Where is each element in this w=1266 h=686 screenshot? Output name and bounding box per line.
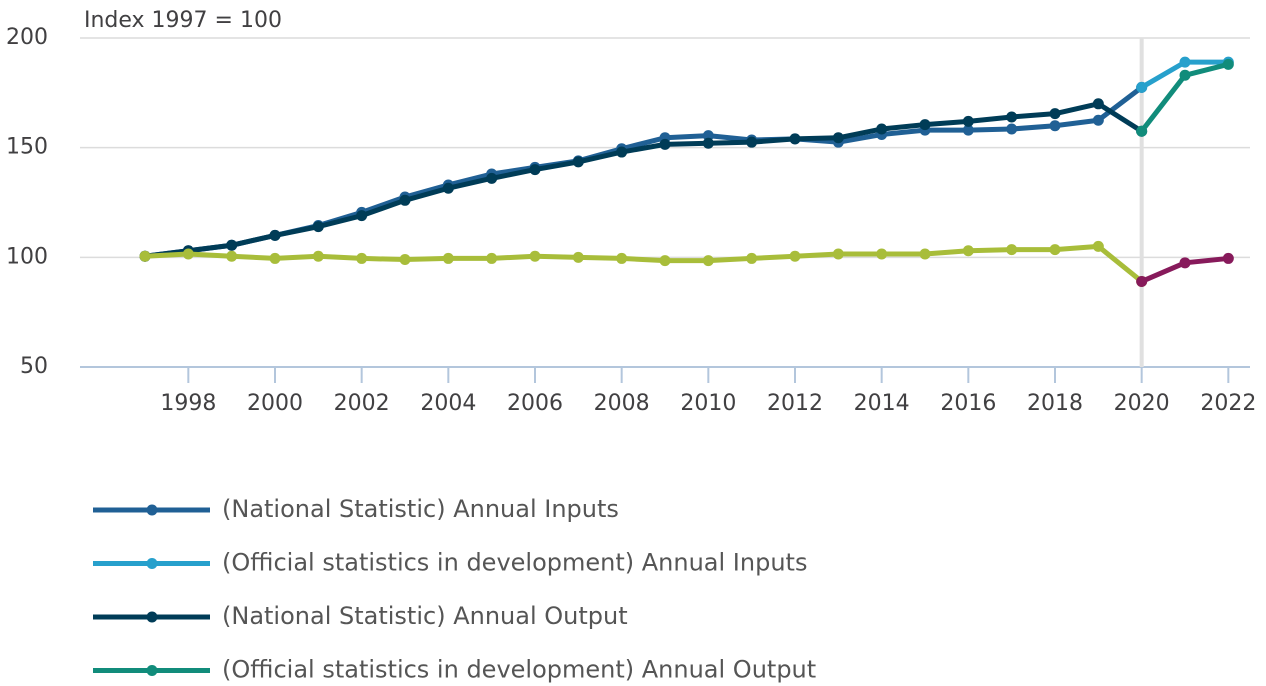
data-point — [616, 252, 628, 264]
legend-dot — [146, 504, 158, 516]
data-point — [572, 251, 584, 263]
data-point — [746, 136, 758, 148]
y-tick-label: 50 — [20, 354, 48, 379]
x-tick-label: 2000 — [247, 391, 303, 416]
y-tick-label: 150 — [6, 135, 48, 160]
legend-label: (National Statistic) Annual Inputs — [222, 495, 619, 523]
data-point — [789, 133, 801, 145]
data-point — [1092, 240, 1104, 252]
data-point — [876, 123, 888, 135]
x-tick-label: 2016 — [940, 391, 996, 416]
data-point — [1179, 69, 1191, 81]
x-tick-label: 2018 — [1027, 391, 1083, 416]
data-point — [1179, 257, 1191, 269]
x-tick-label: 2010 — [680, 391, 736, 416]
legend-label: (National Statistic) Annual Output — [222, 602, 628, 630]
data-point — [1049, 108, 1061, 120]
data-point — [486, 252, 498, 264]
data-point — [442, 252, 454, 264]
data-point — [876, 248, 888, 260]
data-point — [1179, 56, 1191, 68]
data-point — [962, 115, 974, 127]
data-point — [1006, 123, 1018, 135]
x-tick-label: 2002 — [334, 391, 390, 416]
series-line — [144, 243, 1144, 284]
data-point — [529, 164, 541, 176]
data-point — [139, 250, 151, 262]
y-axis-label: Index 1997 = 100 — [84, 8, 282, 33]
x-tick-label: 2020 — [1114, 391, 1170, 416]
data-point — [919, 248, 931, 260]
data-point — [702, 137, 714, 149]
x-tick-label: 2012 — [767, 391, 823, 416]
data-point — [919, 119, 931, 131]
data-point — [1222, 252, 1234, 264]
y-tick-label: 100 — [6, 244, 48, 269]
legend-dot — [146, 611, 158, 623]
data-point — [616, 146, 628, 158]
data-point — [1092, 114, 1104, 126]
series-line — [144, 101, 1144, 259]
data-point — [832, 248, 844, 260]
legend-label: (Official statistics in development) Ann… — [222, 549, 807, 577]
data-point — [399, 194, 411, 206]
data-point — [312, 221, 324, 233]
data-point — [832, 132, 844, 144]
y-tick-label: 200 — [6, 25, 48, 50]
data-point — [226, 239, 238, 251]
x-tick-label: 2014 — [854, 391, 910, 416]
data-point — [399, 254, 411, 266]
data-point — [442, 182, 454, 194]
x-tick-label: 2022 — [1200, 391, 1256, 416]
data-point — [746, 252, 758, 264]
x-tick-label: 2006 — [507, 391, 563, 416]
data-point — [182, 248, 194, 260]
data-point — [269, 229, 281, 241]
x-tick-label: 2008 — [594, 391, 650, 416]
data-point — [1136, 125, 1148, 137]
data-point — [962, 245, 974, 257]
data-point — [486, 172, 498, 184]
data-point — [529, 250, 541, 262]
legend-dot — [146, 558, 158, 569]
legend-label: (Official statistics in development) Ann… — [222, 656, 816, 684]
data-point — [659, 138, 671, 150]
data-point — [226, 250, 238, 262]
data-point — [1092, 98, 1104, 110]
data-point — [356, 210, 368, 222]
data-point — [659, 255, 671, 267]
data-point — [789, 250, 801, 262]
x-tick-label: 1998 — [160, 391, 216, 416]
data-point — [356, 252, 368, 264]
legend-dot — [146, 665, 158, 676]
x-tick-label: 2004 — [420, 391, 476, 416]
data-point — [572, 156, 584, 168]
data-point — [1006, 244, 1018, 256]
data-point — [269, 252, 281, 264]
data-point — [702, 255, 714, 267]
data-point — [1049, 120, 1061, 132]
data-point — [702, 130, 714, 142]
data-point — [1136, 275, 1148, 287]
data-point — [962, 124, 974, 136]
data-point — [312, 250, 324, 262]
data-point — [1222, 58, 1234, 70]
data-point — [1136, 81, 1148, 93]
data-point — [1006, 111, 1018, 123]
data-point — [1049, 244, 1061, 256]
